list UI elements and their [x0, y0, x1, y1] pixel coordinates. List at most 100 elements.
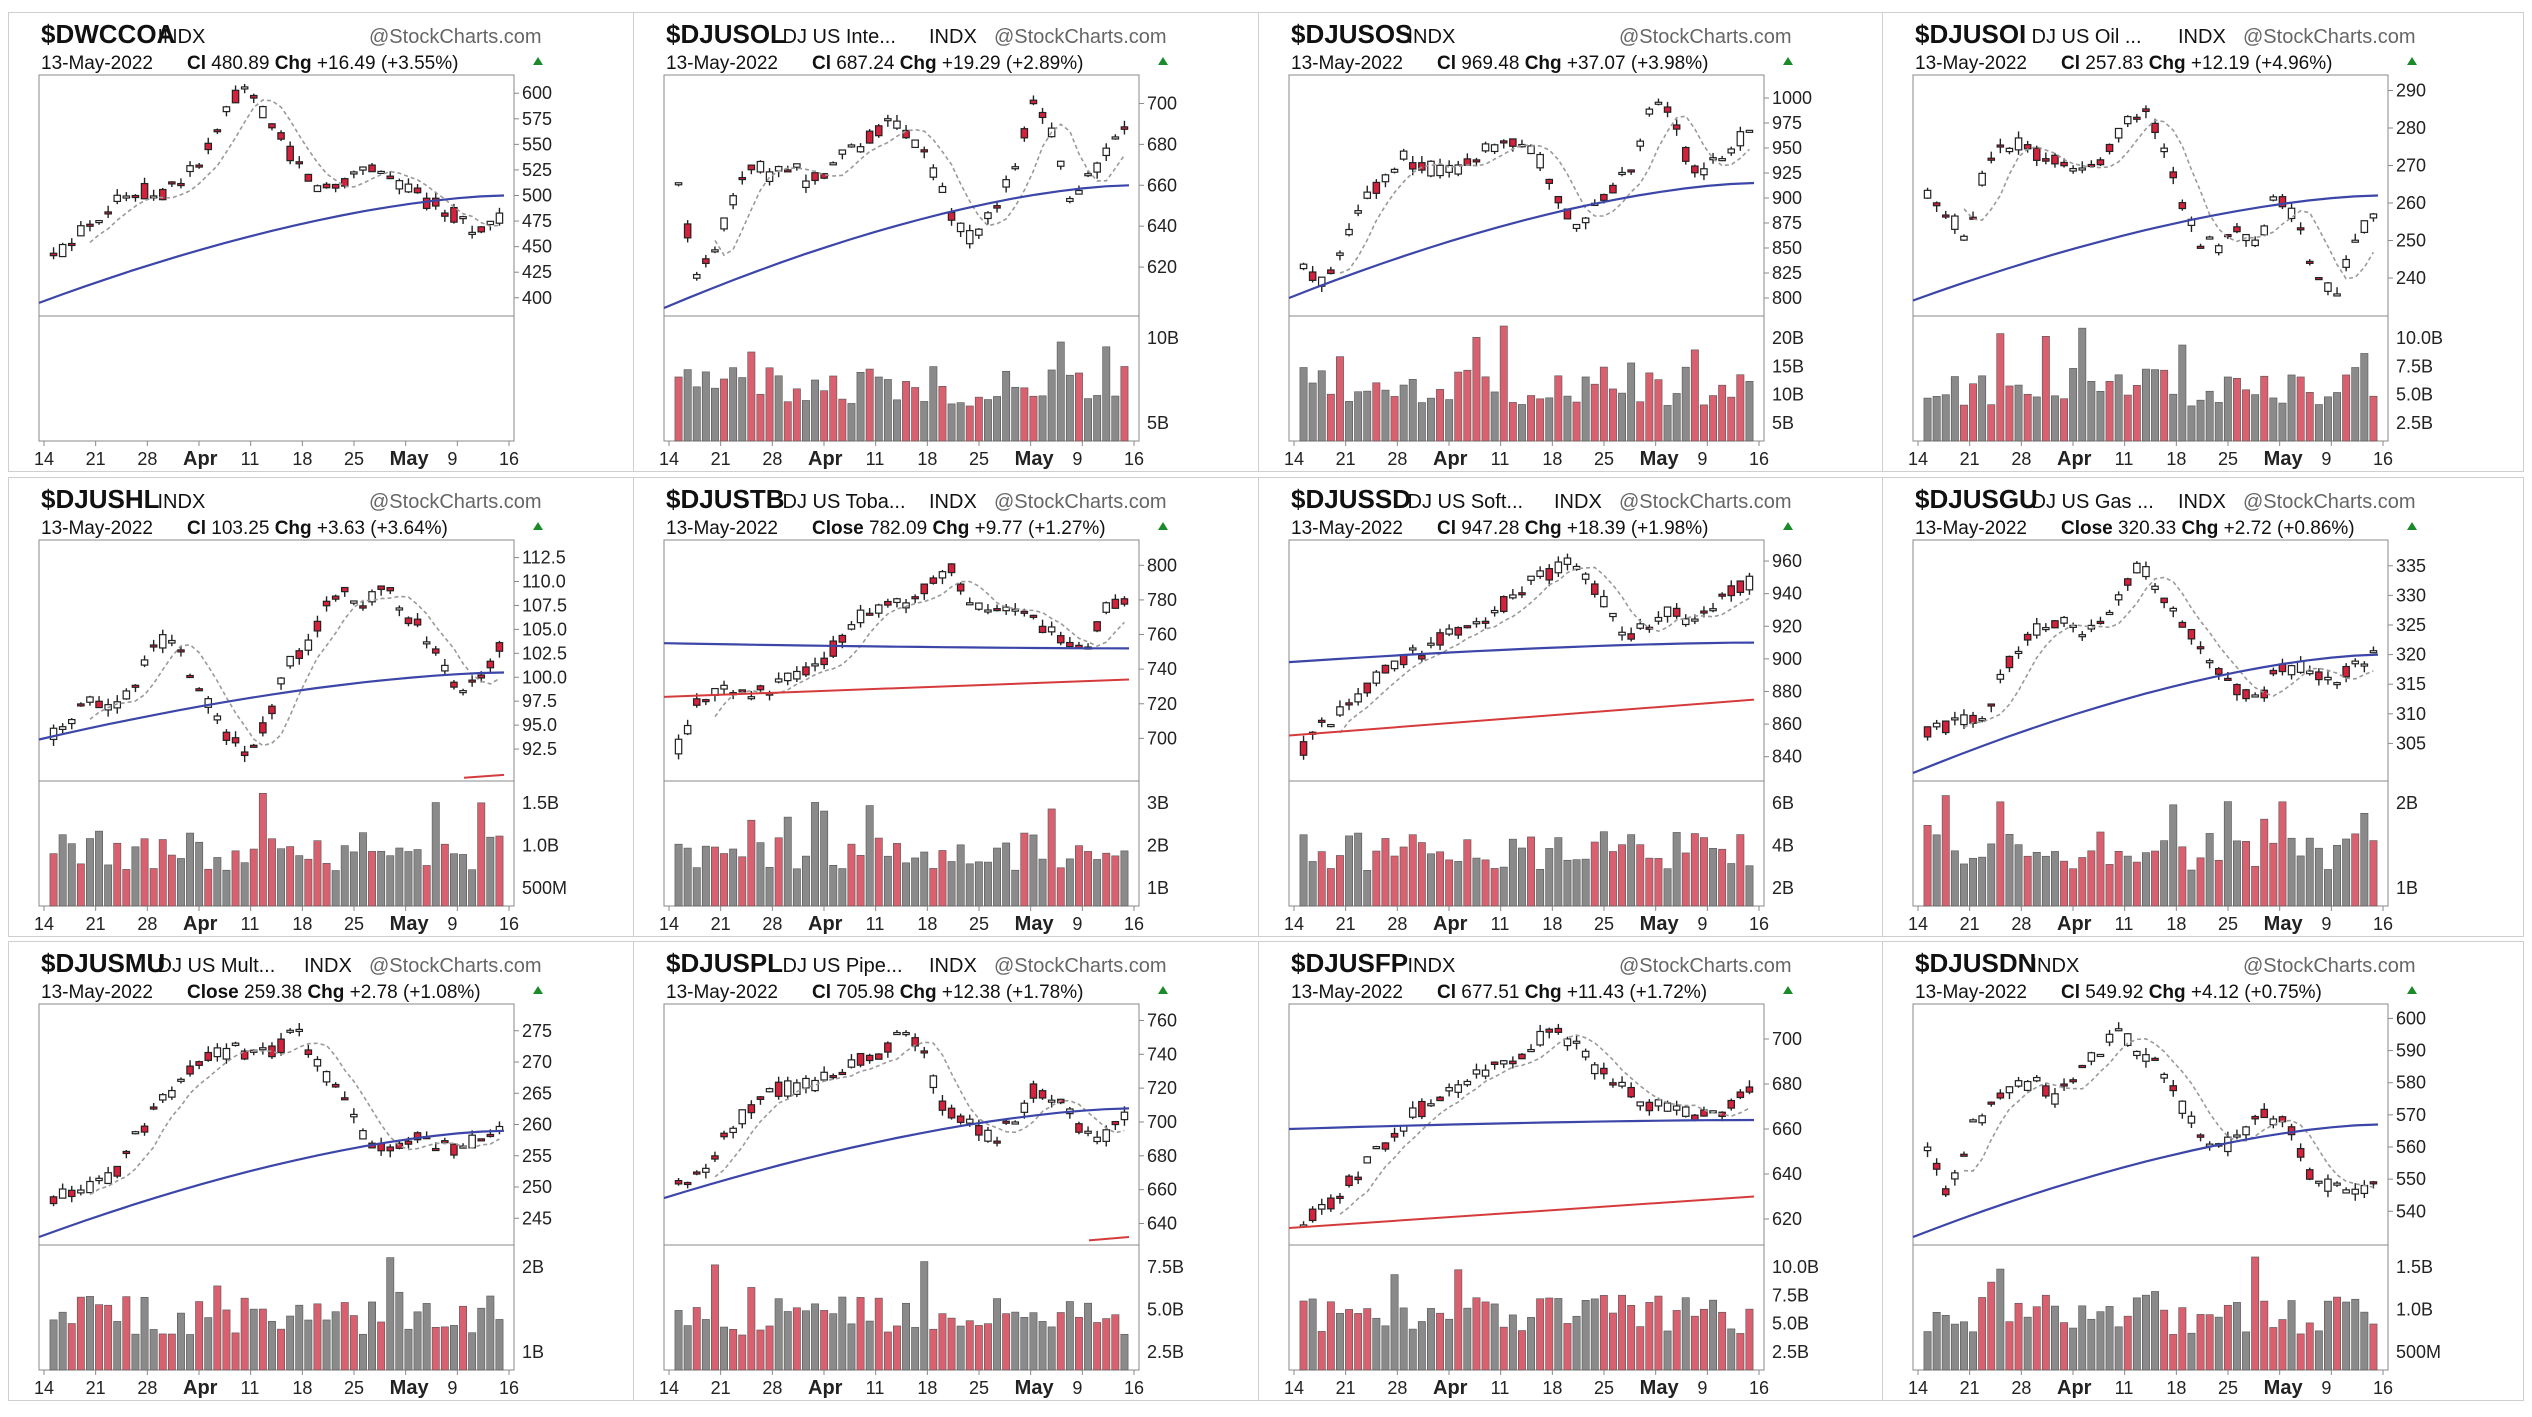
volume-bar	[1987, 404, 1996, 442]
plot-frame	[663, 1003, 1140, 1371]
candle-down	[856, 1052, 865, 1066]
chart-panel-djusoi[interactable]: $DJUSOI DJ US Oil ... INDX @StockCharts.com…	[1882, 12, 2524, 472]
chart-panel-djusdn[interactable]: $DJUSDN INDX @StockCharts.com 13-May-2022 Cl…	[1882, 941, 2524, 1401]
candle-up	[1572, 1040, 1581, 1044]
price-tick-label: 660	[1147, 175, 1177, 195]
volume-bar	[1941, 1315, 1950, 1371]
candle-down	[340, 1097, 349, 1101]
candle-down	[2151, 122, 2159, 134]
candle-down	[441, 212, 449, 217]
candle-up	[1700, 168, 1708, 176]
volume-bar	[2041, 336, 2050, 442]
market-label: INDX	[2178, 491, 2226, 513]
volume-bar	[1599, 1295, 1608, 1371]
volume-bar	[1681, 366, 1690, 442]
volume-bar	[349, 851, 358, 907]
chart-panel-djuspl[interactable]: $DJUSPL DJ US Pipe... INDX @StockCharts.com…	[633, 941, 1275, 1401]
candle-up	[956, 222, 965, 233]
candle-up	[1445, 1086, 1453, 1092]
volume-tick-label: 5.0B	[2396, 385, 2433, 405]
price-tick-label: 840	[1772, 747, 1802, 767]
candle-down	[67, 242, 76, 247]
candle-up	[1354, 210, 1362, 214]
chart-panel-djusol[interactable]: $DJUSOL DJ US Inte... INDX @StockCharts.com…	[633, 12, 1275, 472]
volume-bar	[2287, 374, 2296, 442]
chart-panel-djussd[interactable]: $DJUSSD DJ US Soft... INDX @StockCharts.com…	[1258, 477, 1900, 937]
candle-down	[377, 585, 385, 591]
volume-bar	[993, 847, 1001, 907]
candle-up	[2042, 626, 2050, 631]
volume-bar	[95, 830, 103, 907]
volume-bar	[459, 1305, 467, 1371]
ma-long-line	[1912, 653, 2379, 775]
close-value: 687.24	[836, 53, 899, 74]
candle-up	[2260, 225, 2269, 236]
chart-symbol: $DJUSHL	[41, 484, 160, 514]
volume-bar	[1463, 369, 1472, 442]
candle-up	[1020, 1102, 1029, 1113]
volume-bar	[929, 1328, 938, 1371]
chart-panel-djusmu[interactable]: $DJUSMU DJ US Mult... INDX @StockCharts.com…	[8, 941, 650, 1401]
volume-bar	[956, 402, 965, 442]
chart-panel-djushl[interactable]: $DJUSHL INDX @StockCharts.com 13-May-2022 Cl…	[8, 477, 650, 937]
volume-bar	[1690, 1315, 1699, 1371]
volume-bar	[1709, 395, 1717, 442]
chart-panel-djusos[interactable]: $DJUSOS INDX @StockCharts.com 13-May-2022 Cl…	[1258, 12, 1900, 472]
volume-bar	[1372, 850, 1381, 907]
volume-bar	[2342, 374, 2351, 442]
chart-date: 13-May-2022	[41, 518, 153, 539]
volume-bar	[1463, 1307, 1472, 1371]
candle-up	[1354, 693, 1362, 703]
volume-bar	[1518, 404, 1526, 442]
volume-bar	[349, 1315, 358, 1371]
volume-bar	[331, 870, 340, 907]
volume-bar	[204, 868, 213, 907]
volume-bar	[2060, 1322, 2068, 1371]
chart-symbol: $DJUSSD	[1291, 484, 1411, 514]
candle-down	[1481, 620, 1490, 624]
candle-up	[1490, 144, 1499, 153]
price-tick-label: 260	[2396, 193, 2426, 213]
candle-up	[2214, 245, 2223, 254]
volume-bar	[1581, 858, 1590, 907]
volume-bar	[1645, 1302, 1654, 1371]
chart-panel-djusfp[interactable]: $DJUSFP INDX @StockCharts.com 13-May-2022 Cl…	[1258, 941, 1900, 1401]
volume-tick-label: 2B	[1147, 836, 1169, 856]
close-label: Cl	[812, 982, 836, 1003]
chart-panel-dwccoa[interactable]: $DWCCOA INDX @StockCharts.com 13-May-2022 Cl…	[8, 12, 650, 472]
chart-panel-djustb[interactable]: $DJUSTB DJ US Toba... INDX @StockCharts.com…	[633, 477, 1275, 937]
x-tick-label: 21	[86, 1378, 106, 1398]
x-tick-label: 14	[34, 914, 54, 934]
volume-bar	[1923, 825, 1932, 907]
ma-long-line	[38, 1129, 505, 1239]
price-tick-label: 660	[1772, 1119, 1802, 1139]
volume-bar	[956, 1325, 965, 1371]
candle-down	[286, 145, 294, 162]
candle-down	[1038, 111, 1047, 119]
volume-bar	[2142, 368, 2150, 442]
chart-panel-djusgu[interactable]: $DJUSGU DJ US Gas ... INDX @StockCharts.com…	[1882, 477, 2524, 937]
volume-bar	[947, 861, 956, 907]
volume-bar	[902, 862, 910, 907]
candle-down	[865, 612, 874, 616]
price-tick-label: 525	[522, 160, 552, 180]
volume-bar	[240, 862, 249, 907]
volume-bar	[1590, 383, 1599, 442]
volume-bar	[1047, 808, 1056, 907]
volume-bar	[76, 1296, 85, 1371]
close-label: Cl	[812, 53, 836, 74]
up-arrow-icon	[2407, 986, 2417, 994]
chart-date: 13-May-2022	[41, 982, 153, 1003]
volume-bar	[2051, 395, 2059, 442]
volume-bar	[249, 1308, 258, 1371]
candle-up	[1408, 647, 1417, 651]
x-tick-label: 11	[2115, 449, 2134, 469]
candle-down	[683, 1181, 692, 1186]
volume-bar	[2051, 851, 2059, 907]
price-tick-label: 925	[1772, 163, 1802, 183]
candle-up	[168, 639, 176, 644]
volume-bar	[149, 868, 158, 907]
volume-bar	[811, 1303, 819, 1371]
candle-up	[1047, 1099, 1056, 1103]
candle-down	[168, 181, 176, 185]
